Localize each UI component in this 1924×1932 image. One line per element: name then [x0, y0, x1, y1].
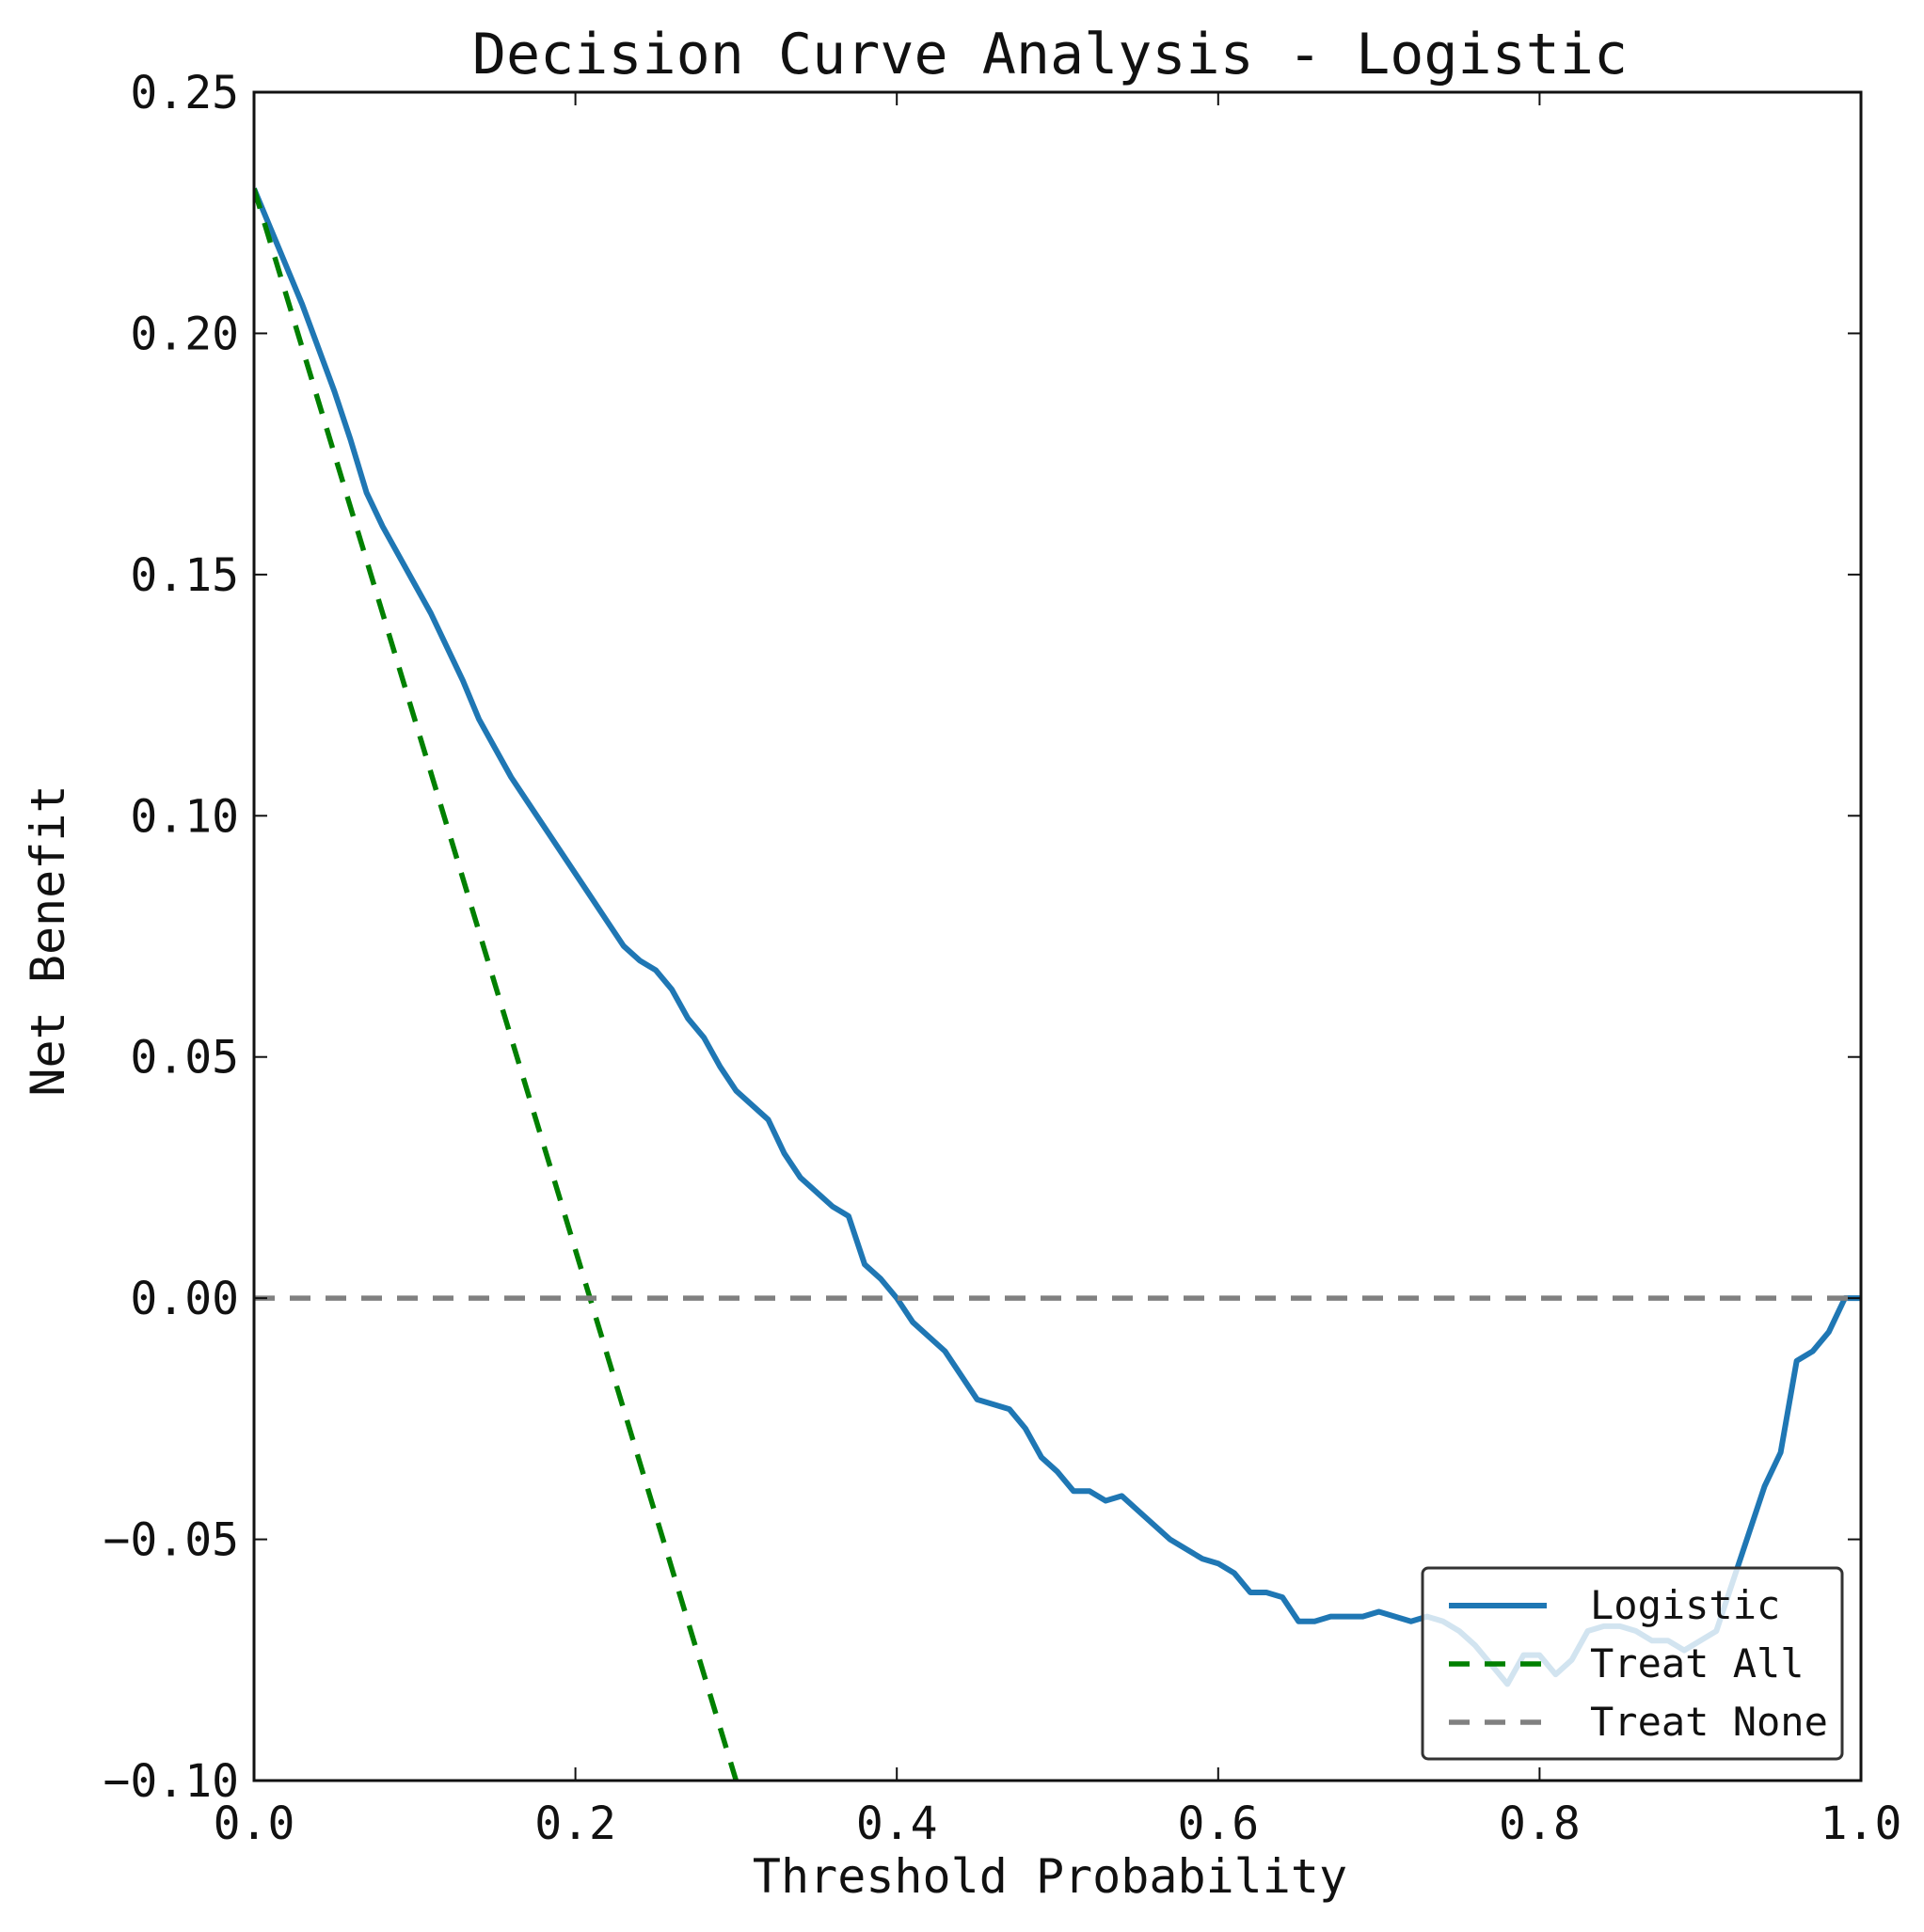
y-tick-label: 0.15 [130, 549, 239, 602]
x-tick-label: 0.2 [534, 1797, 616, 1850]
y-tick-label: −0.10 [103, 1755, 240, 1808]
y-tick-label: 0.05 [130, 1032, 239, 1085]
x-tick-label: 1.0 [1821, 1797, 1902, 1850]
y-tick-label: 0.20 [130, 308, 239, 360]
series-line-treat-all [254, 187, 739, 1781]
x-tick-label: 0.4 [856, 1797, 938, 1850]
x-tick-label: 0.8 [1499, 1797, 1581, 1850]
x-axis-label: Threshold Probability [753, 1849, 1347, 1904]
y-tick-label: 0.25 [130, 67, 239, 119]
chart-title: Decision Curve Analysis - Logistic [472, 22, 1628, 87]
legend-label-treat-all: Treat All [1590, 1640, 1805, 1687]
y-tick-label: 0.00 [130, 1273, 239, 1325]
y-tick-label: 0.10 [130, 790, 239, 843]
legend-box [1421, 1566, 1844, 1761]
x-tick-label: 0.0 [214, 1797, 295, 1850]
legend: Logistic Treat All Treat None [1421, 1566, 1844, 1761]
legend-label-treat-none: Treat None [1590, 1699, 1828, 1745]
plot-frame [252, 90, 1863, 1782]
y-axis-label: Net Benefit [21, 784, 75, 1096]
x-tick-label: 0.6 [1177, 1797, 1259, 1850]
legend-label-logistic: Logistic [1590, 1582, 1780, 1628]
axes-layer: 0.0 0.2 0.4 0.6 0.8 1.0 0.25 0.20 0.15 0.10 0.05 0.… [103, 67, 1902, 1850]
y-tick-label: −0.05 [103, 1514, 240, 1567]
